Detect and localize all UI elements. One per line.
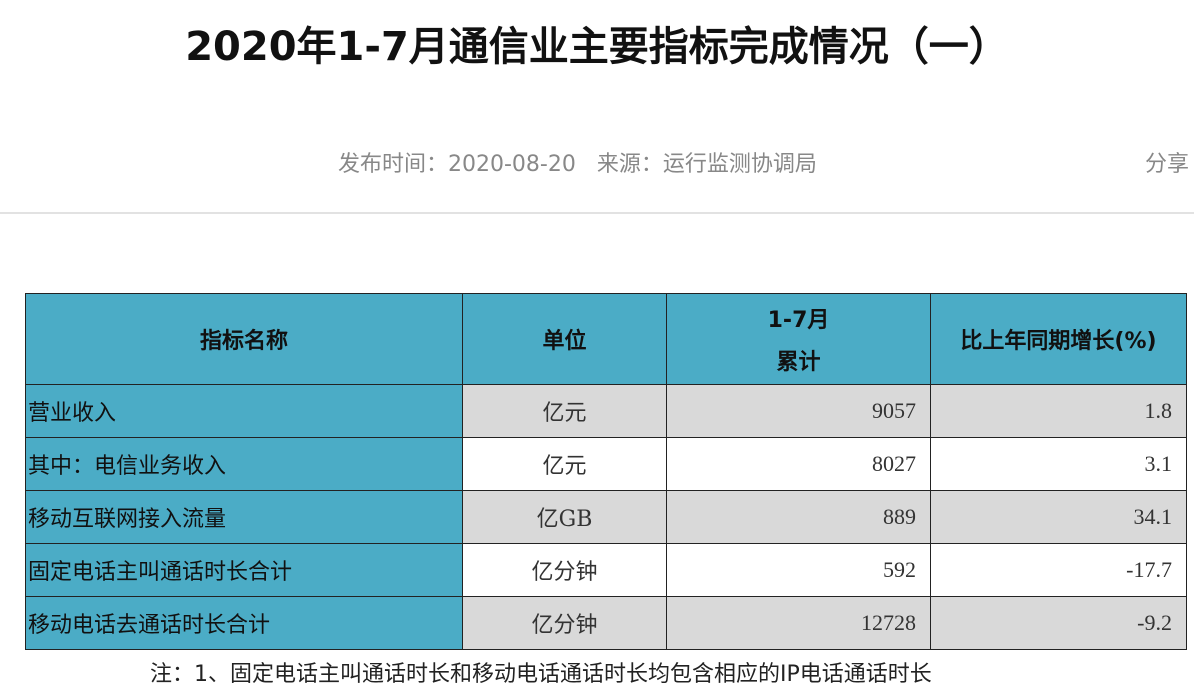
source: 来源：运行监测协调局: [596, 152, 817, 177]
article-meta: 发布时间：2020-08-20 来源：运行监测协调局: [338, 146, 831, 178]
publish-time: 发布时间：2020-08-20: [338, 152, 576, 177]
cell-value: 889: [666, 490, 931, 544]
cell-value: 8027: [666, 437, 931, 491]
cell-unit: 亿分钟: [462, 543, 667, 597]
cell-name: 移动电话去通话时长合计: [25, 596, 463, 650]
cell-value: 9057: [666, 384, 931, 438]
cell-growth: 3.1: [930, 437, 1187, 491]
cell-name: 其中：电信业务收入: [25, 437, 463, 491]
cell-growth: 34.1: [930, 490, 1187, 544]
table-row: 移动电话去通话时长合计 亿分钟 12728 -9.2: [25, 596, 1187, 650]
table-row: 移动互联网接入流量 亿GB 889 34.1: [25, 490, 1187, 544]
cell-growth: -17.7: [930, 543, 1187, 597]
table-row: 其中：电信业务收入 亿元 8027 3.1: [25, 437, 1187, 491]
header-cumulative: 1-7月 累计: [666, 293, 931, 385]
table-row: 固定电话主叫通话时长合计 亿分钟 592 -17.7: [25, 543, 1187, 597]
cell-value: 592: [666, 543, 931, 597]
footnote: 注：1、固定电话主叫通话时长和移动电话通话时长均包含相应的IP电话通话时长: [150, 662, 932, 687]
cell-name: 移动互联网接入流量: [25, 490, 463, 544]
cell-unit: 亿GB: [462, 490, 667, 544]
page-title: 2020年1-7月通信业主要指标完成情况（一）: [185, 24, 1009, 70]
cell-name: 营业收入: [25, 384, 463, 438]
header-growth: 比上年同期增长(%): [930, 293, 1187, 385]
share-button[interactable]: 分享: [1145, 152, 1190, 177]
cell-unit: 亿分钟: [462, 596, 667, 650]
table-header: 指标名称 单位 1-7月 累计 比上年同期增长(%): [25, 293, 1187, 385]
divider: [0, 212, 1194, 214]
table-row: 营业收入 亿元 9057 1.8: [25, 384, 1187, 438]
header-unit: 单位: [462, 293, 667, 385]
cell-value: 12728: [666, 596, 931, 650]
cell-growth: 1.8: [930, 384, 1187, 438]
cell-unit: 亿元: [462, 437, 667, 491]
cell-unit: 亿元: [462, 384, 667, 438]
cell-name: 固定电话主叫通话时长合计: [25, 543, 463, 597]
cell-growth: -9.2: [930, 596, 1187, 650]
header-name: 指标名称: [25, 293, 463, 385]
indicator-table: 指标名称 单位 1-7月 累计 比上年同期增长(%) 营业收入 亿元 9057 1.8 其…: [25, 293, 1187, 650]
